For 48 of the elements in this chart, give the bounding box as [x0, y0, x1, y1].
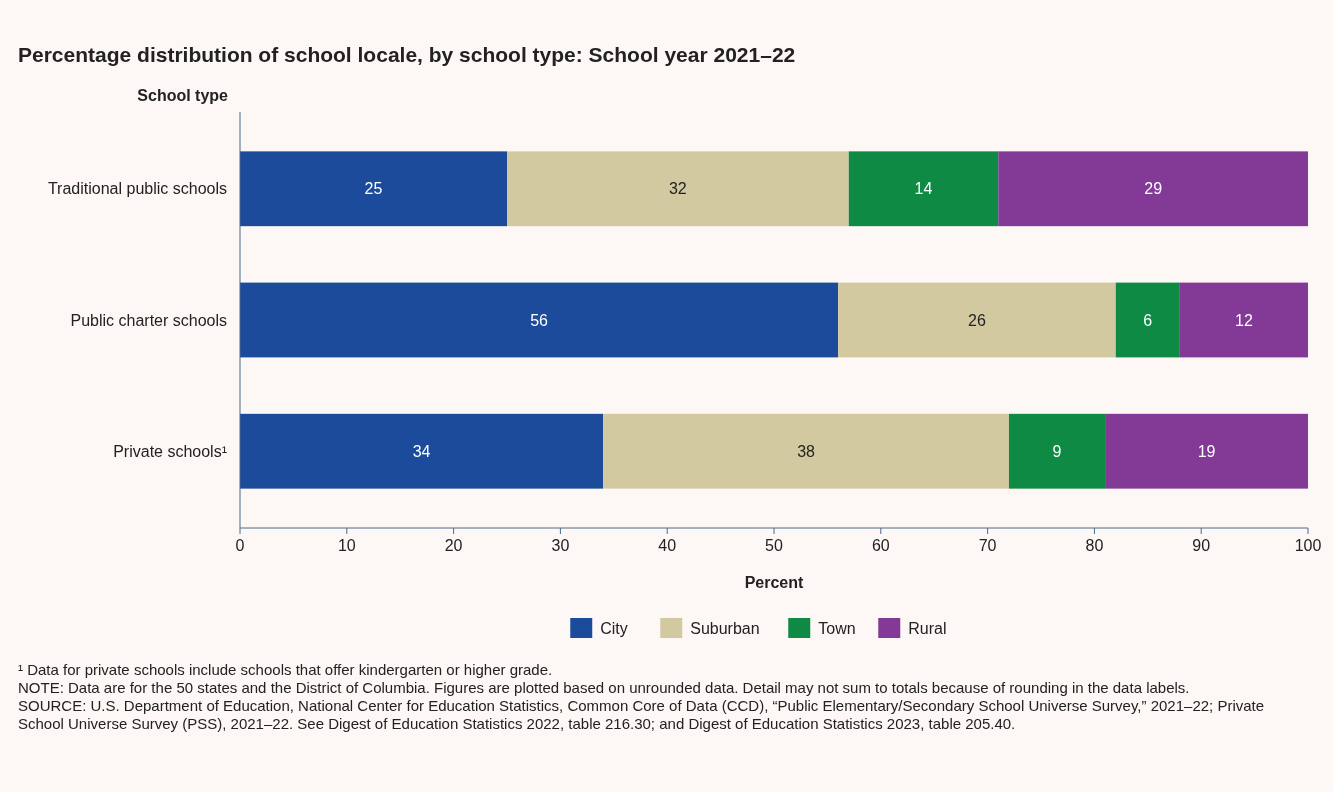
x-tick-label: 60 — [871, 537, 890, 554]
y-axis-title: School type — [137, 87, 229, 104]
x-axis-title: Percent — [744, 574, 805, 591]
x-tick-label: 30 — [551, 537, 570, 554]
bar — [998, 151, 1308, 227]
x-tick-label: 50 — [765, 537, 783, 554]
bar — [1179, 282, 1308, 358]
x-tick-label: 90 — [1192, 537, 1211, 554]
data-label: 12 — [1235, 311, 1253, 329]
legend-label: Suburban — [690, 619, 760, 637]
data-label: 6 — [1143, 311, 1153, 329]
x-tick-label: 40 — [658, 537, 677, 554]
x-tick-label: 0 — [235, 537, 245, 554]
text: ¹ Data for private schools include schools that offer kindergarten or higher grade. — [18, 661, 553, 678]
bar — [1105, 413, 1308, 489]
x-tick-label: 10 — [337, 537, 356, 554]
x-tick-label: 100 — [1294, 537, 1322, 554]
bar — [507, 151, 849, 227]
data-label: 29 — [1144, 180, 1163, 198]
bar — [848, 151, 999, 227]
data-label: 56 — [530, 311, 549, 329]
x-tick-label: 20 — [444, 537, 463, 554]
legend-label: Town — [818, 619, 856, 637]
bar — [240, 282, 839, 358]
data-label: 19 — [1197, 442, 1216, 460]
bar — [1115, 282, 1180, 358]
x-tick-label: 80 — [1085, 537, 1104, 554]
data-label: 26 — [968, 311, 986, 329]
legend-label: Rural — [908, 619, 947, 637]
bar — [603, 413, 1009, 489]
chart-title: Percentage distribution of school locale, by school type: School year 2021–22 — [18, 43, 796, 66]
data-label: 38 — [797, 442, 816, 460]
data-label: 32 — [668, 180, 687, 198]
data-label: 9 — [1052, 442, 1062, 460]
bar — [240, 413, 604, 489]
bar — [1008, 413, 1106, 489]
bar — [838, 282, 1116, 358]
data-label: 25 — [364, 180, 383, 198]
bar — [240, 151, 507, 227]
data-label: 34 — [412, 442, 431, 460]
source-note: SOURCE: U.S. Department of Education, National Center for Education Statistics, Common Core of Data (CCD), “Public Elementary/Secondary School Universe Survey,” 2021–22; Private School Universe Survey (PSS), 2021–22. See Digest of Education Statistics 2022, table 216.30; and Digest of Education Statistics 2023, table 205.40. — [18, 697, 1265, 732]
x-tick-label: 70 — [978, 537, 997, 554]
y-tick-label: Public charter schools — [70, 311, 227, 329]
legend-label: City — [600, 619, 628, 637]
y-tick-label: Traditional public schools — [47, 180, 227, 198]
text: NOTE: Data are for the 50 states and the District of Columbia. Figures are plotted based on unrounded data. Detail may not sum to totals because of rounding in the data labels. — [18, 679, 1190, 696]
y-tick-label: Private schools¹ — [113, 442, 227, 460]
data-label: 14 — [914, 180, 933, 198]
